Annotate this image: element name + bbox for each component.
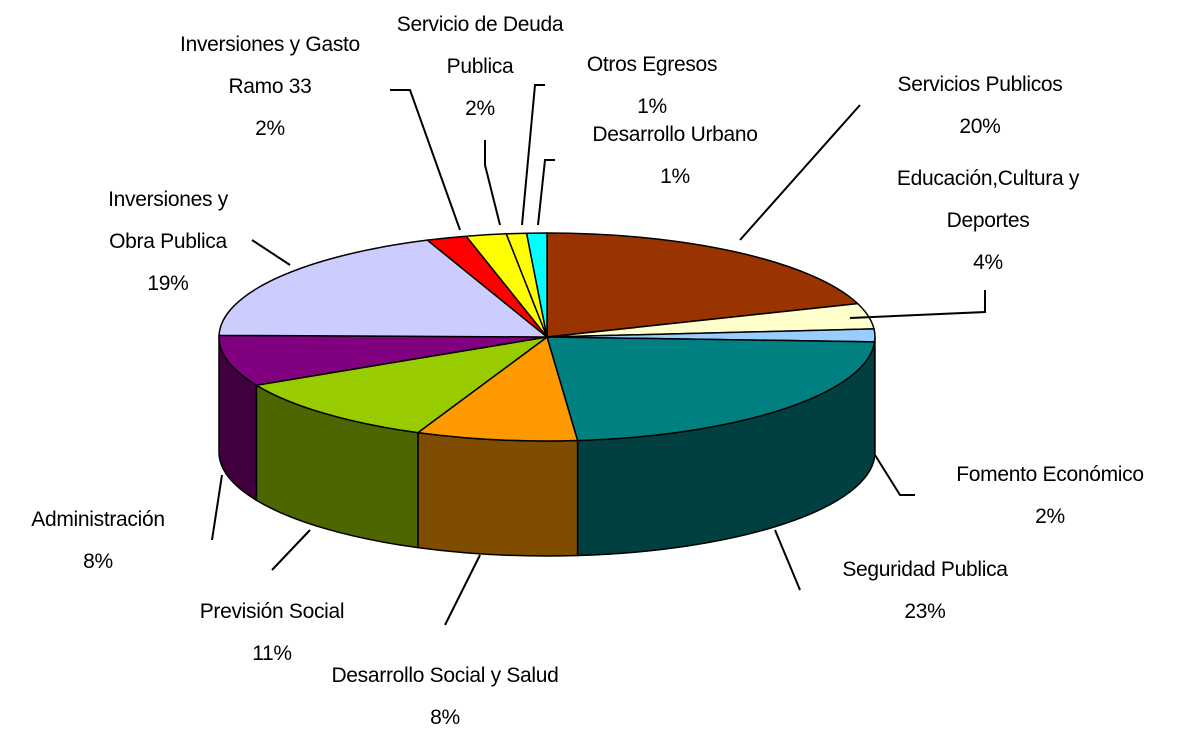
category-name: Servicio de Deuda Publica (396, 13, 564, 78)
slice (525, 232, 548, 338)
slice-label: Desarrollo Social y Salud 8% (285, 655, 605, 733)
category-name: Inversiones y Gasto Ramo 33 (180, 33, 360, 98)
value-label: 23% (904, 600, 946, 623)
value-label: 8% (430, 706, 460, 729)
slice-label: Seguridad Publica 23% (805, 549, 1045, 633)
slice (218, 239, 550, 338)
slice-label: Otros Egresos 1% (552, 44, 752, 128)
value-label: 2% (255, 117, 285, 140)
value-label: 11% (252, 642, 292, 665)
category-name: Educación,Cultura y Deportes (896, 167, 1080, 232)
category-name: Otros Egresos (586, 53, 718, 76)
category-name: Servicios Publicos (897, 73, 1063, 96)
leader-line (774, 529, 801, 591)
value-label: 2% (465, 97, 495, 120)
category-name: Seguridad Publica (842, 558, 1008, 581)
leader-line (251, 239, 291, 266)
category-name: Inversiones y Obra Publica (108, 188, 228, 253)
value-label: 2% (1035, 505, 1065, 528)
leader-line (271, 529, 311, 571)
slice-label: Inversiones y Obra Publica 19% (83, 179, 253, 305)
leader-line (444, 554, 481, 626)
category-name: Desarrollo Social y Salud (331, 664, 559, 687)
leader-line (874, 454, 915, 496)
slice (545, 336, 876, 442)
slice-label: Educación,Cultura y Deportes 4% (853, 158, 1123, 284)
category-name: Previsión Social (199, 600, 345, 623)
leader-line (211, 474, 223, 541)
slice (416, 335, 579, 442)
value-label: 4% (973, 251, 1003, 274)
slice-label: Administración 8% (0, 499, 198, 583)
category-name: Desarrollo Urbano (592, 123, 758, 146)
leader-line (521, 84, 545, 226)
value-label: 1% (660, 165, 690, 188)
category-name: Fomento Económico (956, 463, 1144, 486)
value-label: 1% (637, 95, 667, 118)
leader-line (484, 140, 501, 226)
slice (218, 334, 548, 387)
value-label: 20% (959, 115, 1001, 138)
leader-line (390, 89, 461, 231)
slice-label: Desarrollo Urbano 1% (555, 114, 795, 198)
value-label: 8% (83, 550, 113, 573)
leader-line (849, 290, 986, 319)
slice-label: Servicio de Deuda Publica 2% (385, 4, 575, 130)
category-name: Administración (31, 508, 165, 531)
slice-label: Previsión Social 11% (162, 591, 382, 675)
slice-label: Servicios Publicos 20% (850, 64, 1110, 148)
slice-label: Inversiones y Gasto Ramo 33 2% (155, 24, 385, 150)
leader-line (739, 104, 861, 241)
slice-label: Fomento Económico 2% (920, 454, 1180, 538)
slice (546, 232, 860, 338)
slice-side (417, 431, 579, 557)
slice (254, 336, 548, 434)
leader-line (537, 159, 555, 226)
value-label: 19% (147, 272, 189, 295)
